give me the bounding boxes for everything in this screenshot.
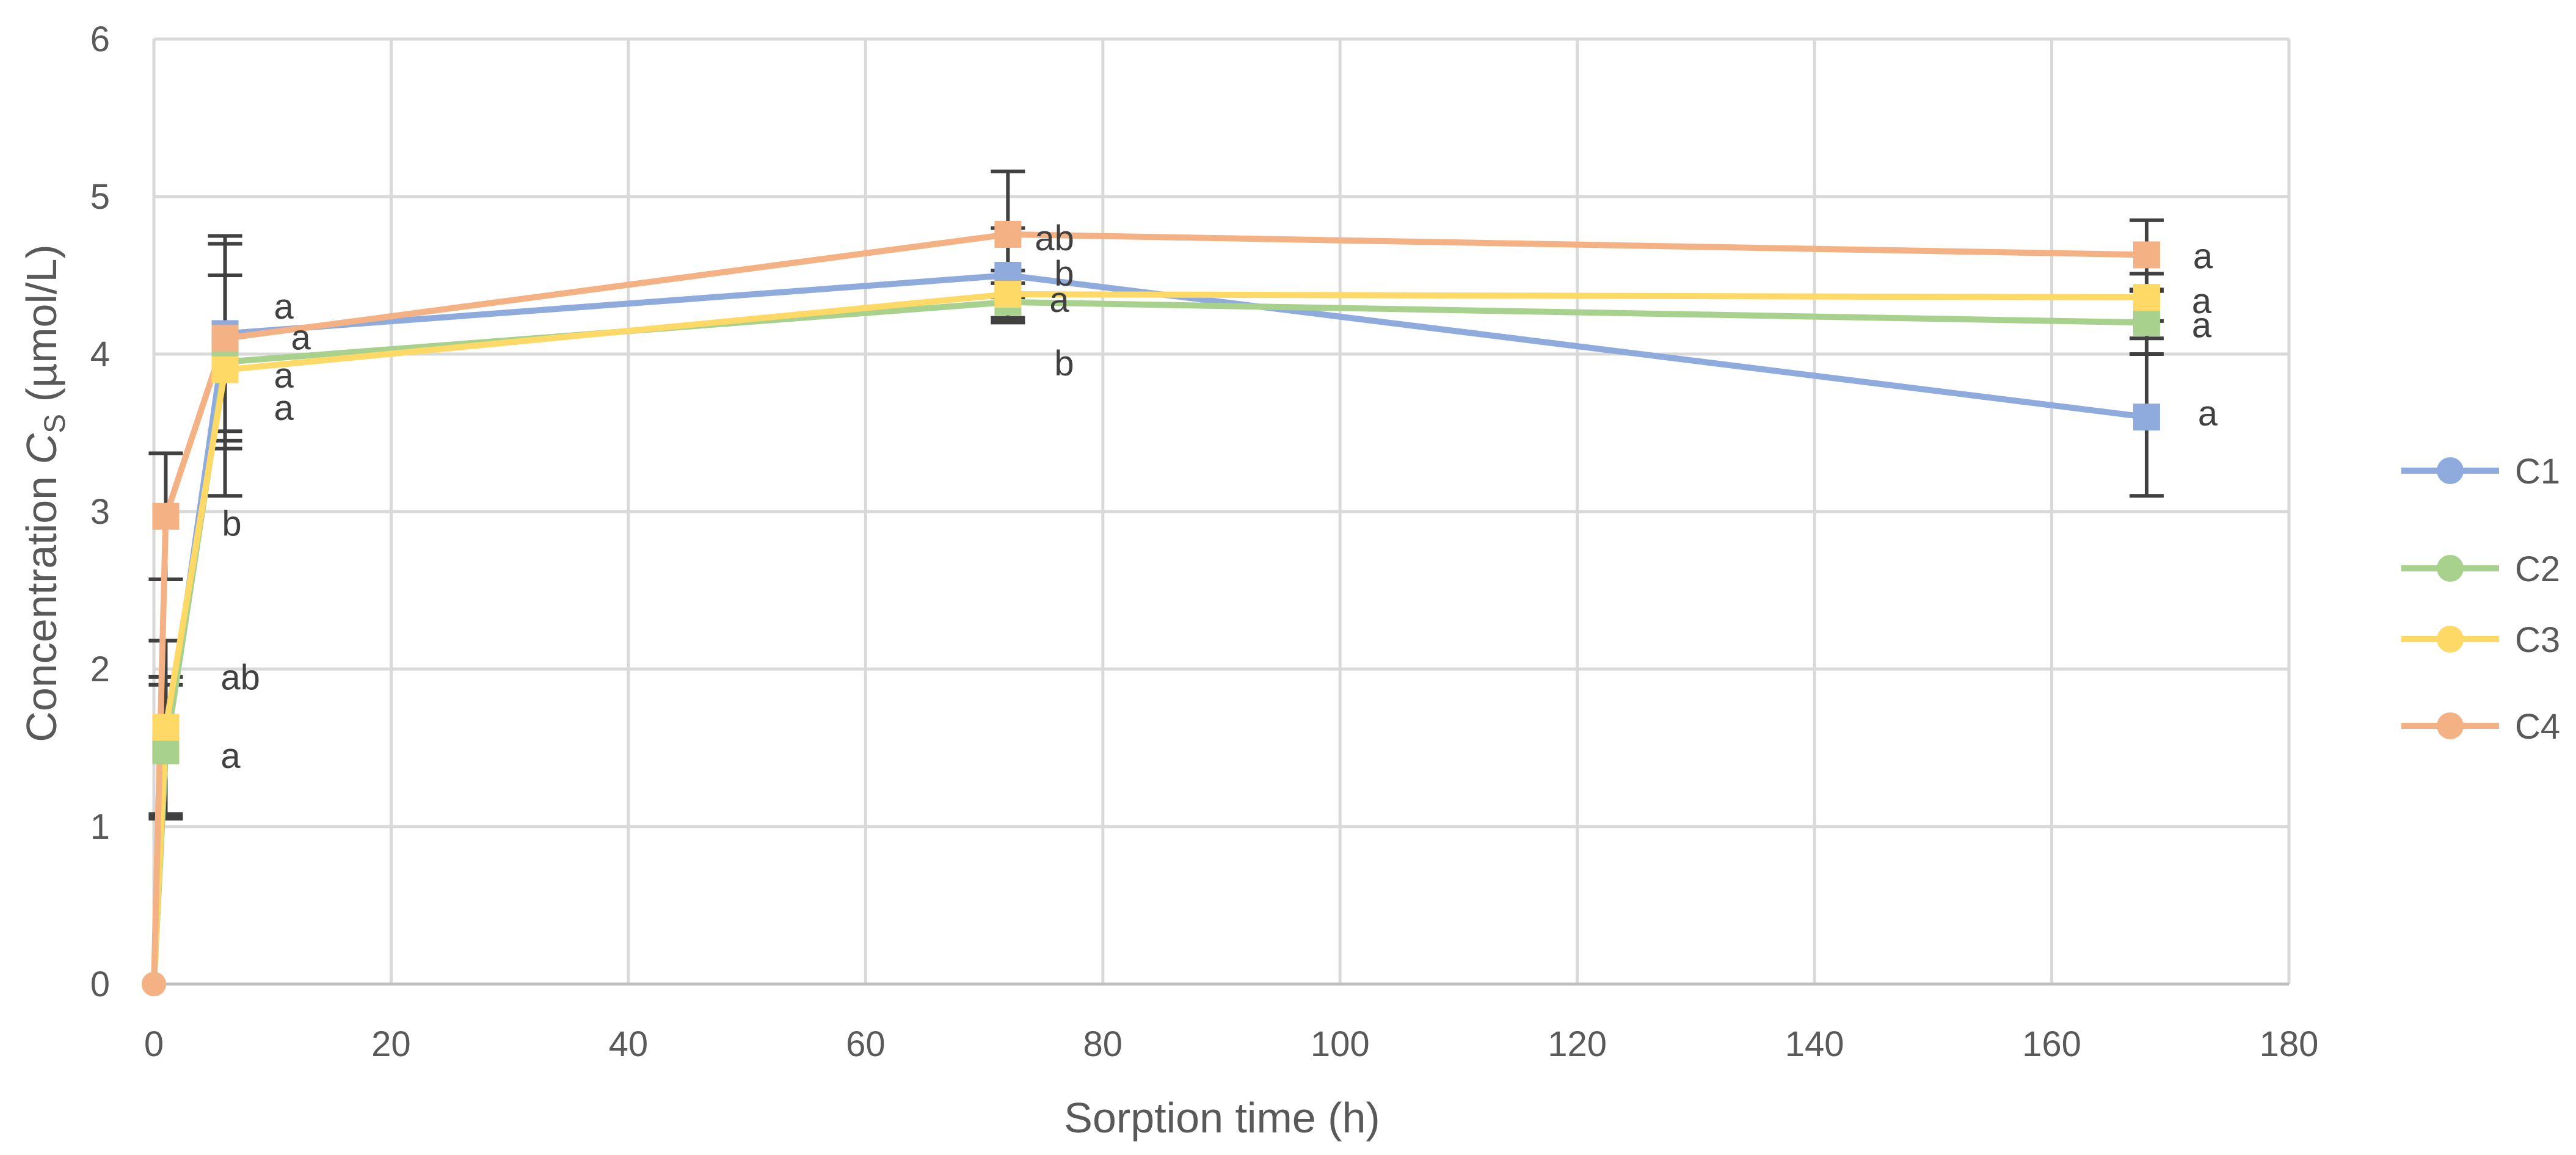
- x-tick-label: 80: [1083, 1024, 1123, 1064]
- data-point: [994, 220, 1022, 248]
- series-line-c1: [151, 272, 2147, 985]
- significance-label: a: [291, 317, 311, 357]
- significance-label: ab: [220, 657, 260, 697]
- significance-label: a: [220, 736, 241, 776]
- significance-label: a: [1049, 280, 1069, 320]
- x-tick-label: 0: [144, 1024, 164, 1064]
- x-tick-label: 40: [609, 1024, 649, 1064]
- data-point: [152, 502, 180, 530]
- significance-label: b: [1054, 344, 1074, 383]
- legend-marker: [2437, 626, 2464, 653]
- series-line-c3: [151, 291, 2147, 985]
- y-tick-label: 1: [90, 807, 110, 847]
- data-point: [142, 972, 166, 996]
- x-tick-label: 120: [1548, 1024, 1607, 1064]
- significance-label: a: [274, 287, 294, 327]
- legend-marker: [2437, 457, 2464, 484]
- y-tick-label: 4: [90, 335, 110, 374]
- y-axis-title-main: Concentration: [18, 464, 65, 742]
- x-tick-label: 180: [2260, 1024, 2319, 1064]
- data-point: [994, 280, 1022, 308]
- data-point: [2133, 309, 2160, 336]
- data-point: [211, 325, 239, 352]
- y-axis-ticks: 0 1 2 3 4 5 6: [90, 20, 110, 1004]
- legend: C1 C2 C3 C4: [2401, 452, 2560, 747]
- series-lines: [151, 231, 2147, 985]
- y-tick-label: 6: [90, 20, 110, 59]
- x-tick-label: 140: [1785, 1024, 1844, 1064]
- data-point: [152, 737, 180, 765]
- data-point: [152, 714, 180, 741]
- y-axis-title-symbol: C: [18, 433, 65, 464]
- legend-label: C4: [2515, 707, 2560, 747]
- x-tick-label: 160: [2022, 1024, 2081, 1064]
- y-tick-label: 2: [90, 650, 110, 689]
- y-tick-label: 0: [90, 965, 110, 1004]
- data-point: [2133, 404, 2160, 431]
- legend-marker: [2437, 712, 2464, 739]
- y-axis-title-subscript: S: [39, 414, 71, 433]
- error-bars: [148, 169, 2164, 821]
- legend-label: C1: [2515, 452, 2560, 491]
- gridlines: [152, 37, 2291, 986]
- y-axis-title: Concentration CS (µmol/L): [18, 244, 71, 742]
- significance-label: a: [274, 356, 294, 396]
- significance-label: a: [2198, 394, 2218, 433]
- y-tick-label: 3: [90, 492, 110, 532]
- legend-label: C2: [2515, 549, 2560, 589]
- significance-label: a: [2193, 236, 2213, 276]
- x-tick-label: 60: [846, 1024, 886, 1064]
- data-point: [2133, 241, 2160, 269]
- series-line-c2: [151, 299, 2147, 985]
- significance-label: b: [222, 504, 241, 544]
- y-axis-title-unit: (µmol/L): [18, 244, 65, 414]
- significance-label: b: [1054, 254, 1074, 294]
- x-axis-title: Sorption time (h): [1064, 1094, 1380, 1142]
- legend-label: C3: [2515, 620, 2560, 660]
- significance-label: a: [2192, 281, 2212, 321]
- x-tick-label: 20: [371, 1024, 411, 1064]
- y-tick-label: 5: [90, 177, 110, 217]
- significance-label: a: [2192, 305, 2212, 345]
- x-axis-ticks: 0 20 40 60 80 100 120 140 160 180: [144, 1024, 2319, 1064]
- series-markers: [142, 220, 2160, 996]
- data-point: [211, 356, 239, 383]
- data-point: [2133, 284, 2160, 311]
- x-tick-label: 100: [1311, 1024, 1370, 1064]
- significance-label: a: [274, 388, 294, 428]
- significance-label: ab: [1035, 219, 1074, 258]
- legend-marker: [2437, 555, 2464, 582]
